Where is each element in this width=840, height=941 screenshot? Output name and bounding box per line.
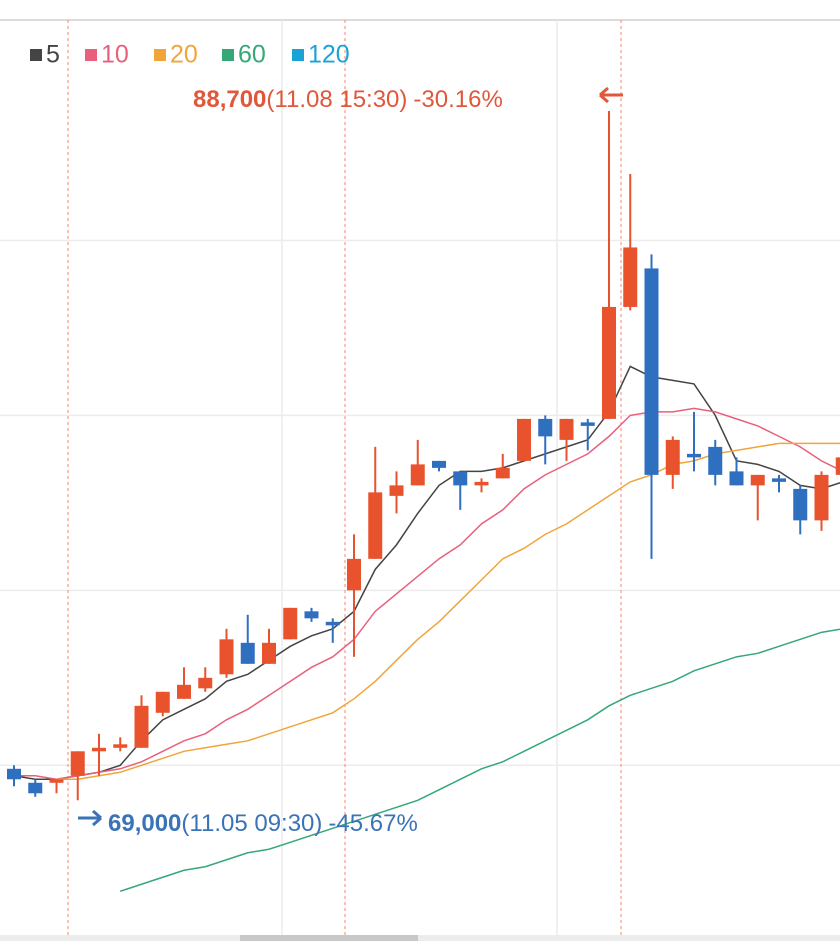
candle-body bbox=[772, 478, 786, 482]
candle-body bbox=[28, 782, 43, 794]
candle-body bbox=[92, 747, 106, 752]
candle-body bbox=[729, 471, 744, 486]
legend-label: 120 bbox=[308, 41, 350, 69]
candle-body bbox=[750, 474, 765, 486]
annotation-text: (11.08 15:30) bbox=[266, 86, 407, 113]
legend-swatch bbox=[222, 49, 234, 61]
candle-body bbox=[410, 464, 425, 486]
candle-body bbox=[665, 439, 680, 475]
candle-body bbox=[7, 768, 21, 780]
candle-body bbox=[70, 751, 85, 776]
ma-line bbox=[120, 628, 840, 892]
candle-body bbox=[304, 611, 319, 619]
candle-body bbox=[708, 446, 723, 475]
legend-label: 60 bbox=[238, 41, 266, 69]
candle-body bbox=[134, 705, 149, 748]
annotation-price: 88,700 bbox=[193, 86, 266, 113]
candle-body bbox=[262, 642, 276, 664]
candle-body bbox=[559, 418, 574, 440]
candle-body bbox=[368, 492, 383, 559]
candle-body bbox=[389, 485, 404, 496]
candle-body bbox=[155, 691, 170, 713]
legend-label: 5 bbox=[46, 41, 60, 69]
scrollbar-thumb[interactable] bbox=[240, 935, 418, 941]
candle-body bbox=[219, 639, 234, 675]
candle-body bbox=[495, 467, 510, 479]
candle-body bbox=[623, 247, 638, 307]
annotation-price: 69,000 bbox=[108, 810, 181, 837]
candle-body bbox=[240, 642, 255, 664]
ma-line bbox=[13, 365, 840, 781]
candle-body bbox=[325, 621, 340, 626]
annotation: 69,000(11.05 09:30) -45.67% bbox=[108, 810, 418, 837]
candle-body bbox=[474, 481, 489, 486]
annotation-text: -45.67% bbox=[328, 810, 417, 837]
candle-body bbox=[453, 471, 468, 486]
candle-body bbox=[517, 418, 531, 461]
candle-body bbox=[793, 488, 808, 521]
legend-label: 10 bbox=[101, 41, 129, 69]
legend-swatch bbox=[154, 49, 166, 61]
annotation-text: -30.16% bbox=[413, 86, 502, 113]
candle-body bbox=[49, 779, 64, 783]
legend-swatch bbox=[292, 49, 304, 61]
legend: 5 10 20 60 120 bbox=[30, 41, 350, 69]
legend-swatch bbox=[85, 49, 97, 61]
annotations: 88,700(11.08 15:30) -30.16% 69,000(11.05 0… bbox=[78, 86, 623, 837]
legend-swatch bbox=[30, 49, 42, 61]
annotation-text: (11.05 09:30) bbox=[181, 810, 322, 837]
candle-body bbox=[198, 677, 213, 689]
annotation: 88,700(11.08 15:30) -30.16% bbox=[193, 86, 503, 113]
ma-line bbox=[14, 407, 840, 781]
candle-body bbox=[113, 744, 128, 748]
candle-body bbox=[835, 457, 840, 475]
candle-body bbox=[602, 306, 616, 419]
candle-body bbox=[814, 474, 829, 521]
high-arrow bbox=[599, 86, 623, 104]
candle-body bbox=[177, 684, 191, 699]
candle-body bbox=[580, 422, 595, 426]
candle-body bbox=[432, 460, 446, 468]
candle-body bbox=[283, 607, 298, 640]
low-arrow bbox=[78, 809, 102, 827]
candle-body bbox=[538, 418, 553, 437]
legend-label: 20 bbox=[170, 41, 198, 69]
candle-body bbox=[644, 268, 659, 475]
candle-body bbox=[687, 453, 701, 458]
scrollbar-track[interactable] bbox=[0, 935, 840, 941]
candles bbox=[7, 110, 840, 801]
candle-body bbox=[347, 558, 361, 591]
